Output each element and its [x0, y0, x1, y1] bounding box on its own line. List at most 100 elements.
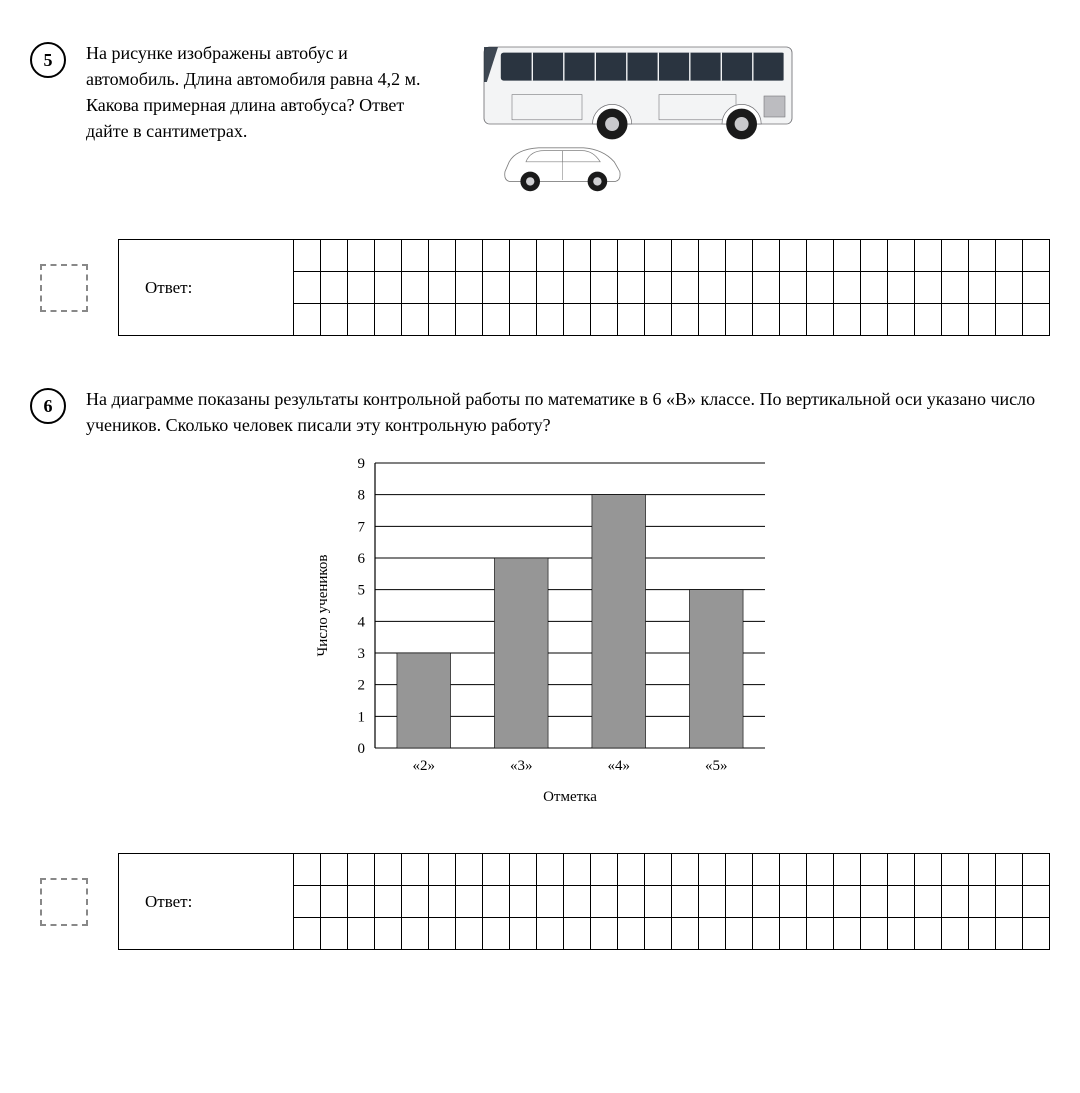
grid-cell	[483, 272, 510, 304]
grid-cell	[537, 240, 564, 272]
grid-cell	[699, 304, 726, 336]
svg-text:3: 3	[358, 646, 366, 662]
grid-cell	[564, 272, 591, 304]
svg-text:«3»: «3»	[510, 758, 533, 774]
grid-cell	[969, 918, 996, 950]
grid-cell	[888, 272, 915, 304]
grid-cell	[294, 272, 321, 304]
answer-grid-5: Ответ:	[118, 239, 1050, 336]
grid-cell	[888, 886, 915, 918]
grid-cell	[699, 272, 726, 304]
svg-text:1: 1	[358, 710, 366, 726]
grid-cell	[996, 854, 1023, 886]
vehicle-illustration	[456, 40, 806, 199]
grid-cell	[861, 304, 888, 336]
grid-cell	[753, 304, 780, 336]
grid-cell	[375, 304, 402, 336]
grid-cell	[1023, 886, 1050, 918]
grid-cell	[429, 240, 456, 272]
grid-cell	[699, 918, 726, 950]
checkbox-placeholder	[40, 878, 88, 926]
grid-cell	[321, 240, 348, 272]
grid-cell	[456, 240, 483, 272]
grid-cell	[672, 918, 699, 950]
grid-cell	[402, 854, 429, 886]
grid-cell	[537, 304, 564, 336]
grid-cell	[402, 886, 429, 918]
grid-cell	[996, 272, 1023, 304]
grid-cell	[969, 272, 996, 304]
grid-cell	[321, 304, 348, 336]
grid-cell	[672, 272, 699, 304]
svg-text:8: 8	[358, 488, 366, 504]
grid-cell	[942, 272, 969, 304]
grid-cell	[1023, 240, 1050, 272]
grid-cell	[402, 272, 429, 304]
grid-cell	[969, 304, 996, 336]
grid-cell	[618, 854, 645, 886]
grid-cell	[834, 886, 861, 918]
answer-row-6: Ответ:	[40, 853, 1050, 950]
grid-cell	[861, 272, 888, 304]
grid-cell	[645, 272, 672, 304]
bar-chart: 0123456789«2»«3»«4»«5»Число учениковОтме…	[300, 453, 780, 813]
checkbox-placeholder	[40, 264, 88, 312]
question-5-header: 5 На рисунке изображены автобус и автомо…	[30, 40, 1050, 199]
grid-cell	[942, 918, 969, 950]
grid-cell	[564, 886, 591, 918]
grid-cell	[915, 854, 942, 886]
grid-cell	[591, 854, 618, 886]
grid-cell	[564, 304, 591, 336]
grid-cell	[672, 240, 699, 272]
grid-cell	[780, 272, 807, 304]
answer-label: Ответ:	[119, 240, 294, 336]
grid-cell	[429, 304, 456, 336]
bus-car-svg	[456, 40, 806, 194]
bar	[397, 653, 451, 748]
grid-cell	[726, 886, 753, 918]
grid-cell	[429, 854, 456, 886]
grid-cell	[996, 304, 1023, 336]
grid-cell	[618, 886, 645, 918]
question-6-header: 6 На диаграмме показаны результаты контр…	[30, 386, 1050, 438]
grid-cell	[510, 272, 537, 304]
question-5: 5 На рисунке изображены автобус и автомо…	[30, 40, 1050, 336]
grid-cell	[591, 240, 618, 272]
grid-cell	[888, 304, 915, 336]
svg-text:«5»: «5»	[705, 758, 728, 774]
grid-cell	[375, 886, 402, 918]
grid-cell	[807, 886, 834, 918]
grid-cell	[375, 854, 402, 886]
grid-cell	[591, 272, 618, 304]
grid-cell	[753, 272, 780, 304]
grid-cell	[915, 272, 942, 304]
grid-cell	[915, 240, 942, 272]
grid-cell	[321, 918, 348, 950]
grid-cell	[429, 886, 456, 918]
grid-cell	[969, 886, 996, 918]
grid-cell	[672, 854, 699, 886]
grid-cell	[780, 240, 807, 272]
grid-cell	[996, 886, 1023, 918]
grid-cell	[807, 304, 834, 336]
grid-cell	[294, 304, 321, 336]
grid-cell	[942, 886, 969, 918]
svg-text:4: 4	[358, 615, 366, 631]
question-5-text: На рисунке изображены автобус и автомоби…	[86, 40, 436, 144]
grid-cell	[402, 304, 429, 336]
svg-text:0: 0	[358, 741, 366, 757]
bar	[592, 495, 646, 748]
grid-cell	[942, 240, 969, 272]
grid-cell	[888, 918, 915, 950]
grid-cell	[996, 240, 1023, 272]
grid-cell	[294, 886, 321, 918]
grid-cell	[645, 240, 672, 272]
grid-cell	[915, 304, 942, 336]
grid-cell	[753, 854, 780, 886]
grid-cell	[753, 918, 780, 950]
svg-text:«4»: «4»	[608, 758, 631, 774]
grid-cell	[402, 918, 429, 950]
grid-cell	[456, 886, 483, 918]
grid-cell	[780, 886, 807, 918]
grid-cell	[915, 918, 942, 950]
